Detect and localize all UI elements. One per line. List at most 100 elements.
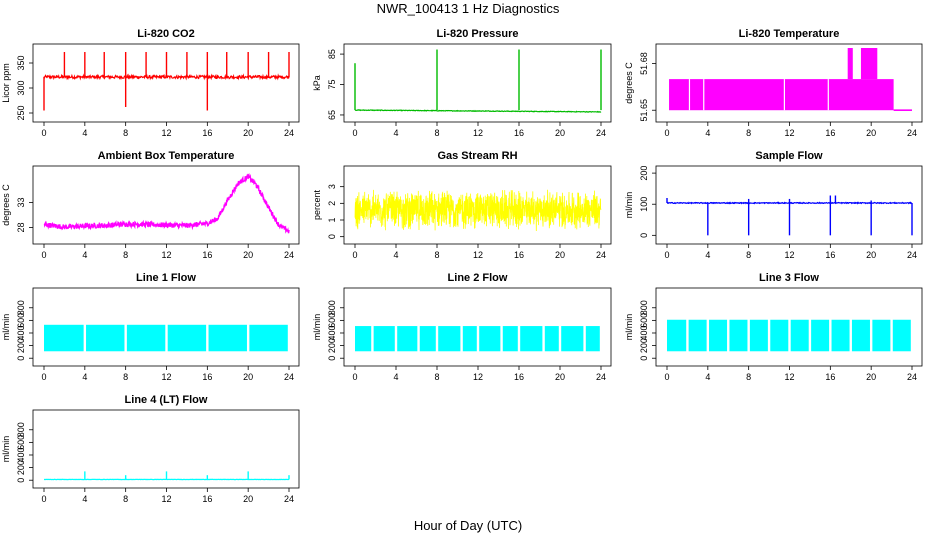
plot-area — [667, 318, 914, 353]
x-tick-label: 16 — [514, 128, 524, 138]
flow-gap — [599, 325, 603, 353]
y-axis-label: ml/min — [1, 314, 11, 341]
x-tick-label: 12 — [473, 128, 483, 138]
series-line — [43, 173, 290, 234]
chart-panel: Ambient Box Temperature 0 4 8 12 16 20 24 28 33 de… — [1, 150, 300, 260]
plot-area — [355, 325, 603, 353]
plot-area — [43, 173, 290, 234]
x-tick-label: 4 — [705, 250, 710, 260]
y-tick-label: 600 — [16, 313, 26, 328]
flow-gap — [747, 318, 750, 353]
plot-area — [669, 48, 912, 112]
plot-frame — [32, 409, 300, 489]
x-tick-label: 8 — [746, 250, 751, 260]
y-tick-label: 1 — [327, 217, 337, 222]
plot-frame — [655, 287, 923, 367]
series-line — [354, 189, 602, 232]
flow-gap — [849, 318, 852, 353]
x-tick-label: 24 — [907, 250, 917, 260]
y-tick-label: 600 — [327, 313, 337, 328]
flow-gap — [542, 325, 545, 353]
x-tick-label: 8 — [123, 250, 128, 260]
plot-frame — [343, 287, 612, 367]
x-tick-label: 24 — [284, 128, 294, 138]
flow-gap — [206, 323, 209, 353]
plot-frame — [32, 165, 300, 245]
flow-gap — [371, 325, 374, 353]
chart-panel: Line 4 (LT) Flow 0 4 8 12 16 20 24 0 200400600800… — [1, 394, 300, 504]
x-tick-label: 12 — [161, 128, 171, 138]
panel-title: Line 4 (LT) Flow — [125, 394, 208, 406]
x-tick-label: 20 — [243, 372, 253, 382]
y-tick-label: 800 — [639, 300, 649, 315]
flow-gap — [706, 318, 710, 353]
flow-gap — [869, 318, 873, 353]
x-tick-label: 4 — [82, 494, 87, 504]
y-tick-label: 0 — [639, 233, 649, 238]
plot-area — [44, 471, 290, 481]
y-tick-label: 3 — [327, 184, 337, 189]
flow-gap — [246, 323, 250, 353]
x-tick-label: 0 — [41, 372, 46, 382]
y-axis-label: Licor ppm — [1, 63, 11, 103]
flow-gap — [788, 318, 791, 353]
temp-band — [669, 79, 894, 111]
chart-panel: Li-820 CO2 0 4 8 12 16 20 24 250 300 350 Licor ppm — [1, 28, 300, 138]
y-tick-label: 800 — [327, 300, 337, 315]
x-tick-label: 16 — [825, 372, 835, 382]
temp-gap — [688, 79, 691, 111]
flow-gap — [829, 318, 832, 353]
y-axis-label: ml/min — [1, 436, 11, 463]
flow-gap — [558, 325, 562, 353]
x-tick-label: 20 — [866, 128, 876, 138]
flow-gap — [727, 318, 730, 353]
x-tick-label: 0 — [41, 494, 46, 504]
panel-title: Li-820 Temperature — [739, 28, 840, 40]
x-tick-label: 24 — [284, 494, 294, 504]
y-tick-label: 800 — [16, 300, 26, 315]
x-tick-label: 24 — [596, 250, 606, 260]
x-tick-label: 12 — [784, 250, 794, 260]
y-axis-label: ml/min — [624, 192, 634, 219]
plot-frame — [32, 43, 300, 123]
flow-gap — [165, 323, 168, 353]
x-tick-label: 12 — [784, 128, 794, 138]
y-tick-label: 0 — [327, 234, 337, 239]
y-axis-label: degrees C — [1, 184, 11, 226]
y-tick-label: 75 — [327, 80, 337, 90]
x-tick-label: 4 — [393, 128, 398, 138]
x-tick-label: 0 — [352, 372, 357, 382]
series-line — [354, 109, 602, 113]
x-tick-label: 4 — [393, 250, 398, 260]
plot-frame — [343, 43, 612, 123]
y-tick-label: 85 — [327, 49, 337, 59]
panel-title: Li-820 Pressure — [437, 28, 519, 40]
y-tick-label: 400 — [16, 447, 26, 462]
flow-gap — [476, 325, 480, 353]
plot-area — [354, 49, 602, 113]
x-tick-label: 16 — [825, 128, 835, 138]
y-tick-label: 2 — [327, 201, 337, 206]
flow-gap — [435, 325, 439, 353]
x-tick-label: 0 — [352, 250, 357, 260]
plot-frame — [655, 165, 923, 245]
flow-gap — [517, 325, 521, 353]
x-tick-label: 4 — [82, 250, 87, 260]
x-tick-label: 16 — [202, 494, 212, 504]
x-tick-label: 8 — [434, 128, 439, 138]
x-tick-label: 20 — [555, 372, 565, 382]
y-axis-label: ml/min — [624, 314, 634, 341]
flow-gap — [910, 318, 914, 353]
y-tick-label: 200 — [16, 338, 26, 353]
y-tick-label: 100 — [639, 197, 649, 212]
flow-gap — [460, 325, 463, 353]
temp-top-band — [860, 48, 878, 80]
y-axis-label: kPa — [312, 75, 322, 91]
x-tick-label: 4 — [82, 128, 87, 138]
x-tick-label: 20 — [866, 372, 876, 382]
x-tick-label: 0 — [41, 250, 46, 260]
plot-area — [44, 323, 291, 353]
